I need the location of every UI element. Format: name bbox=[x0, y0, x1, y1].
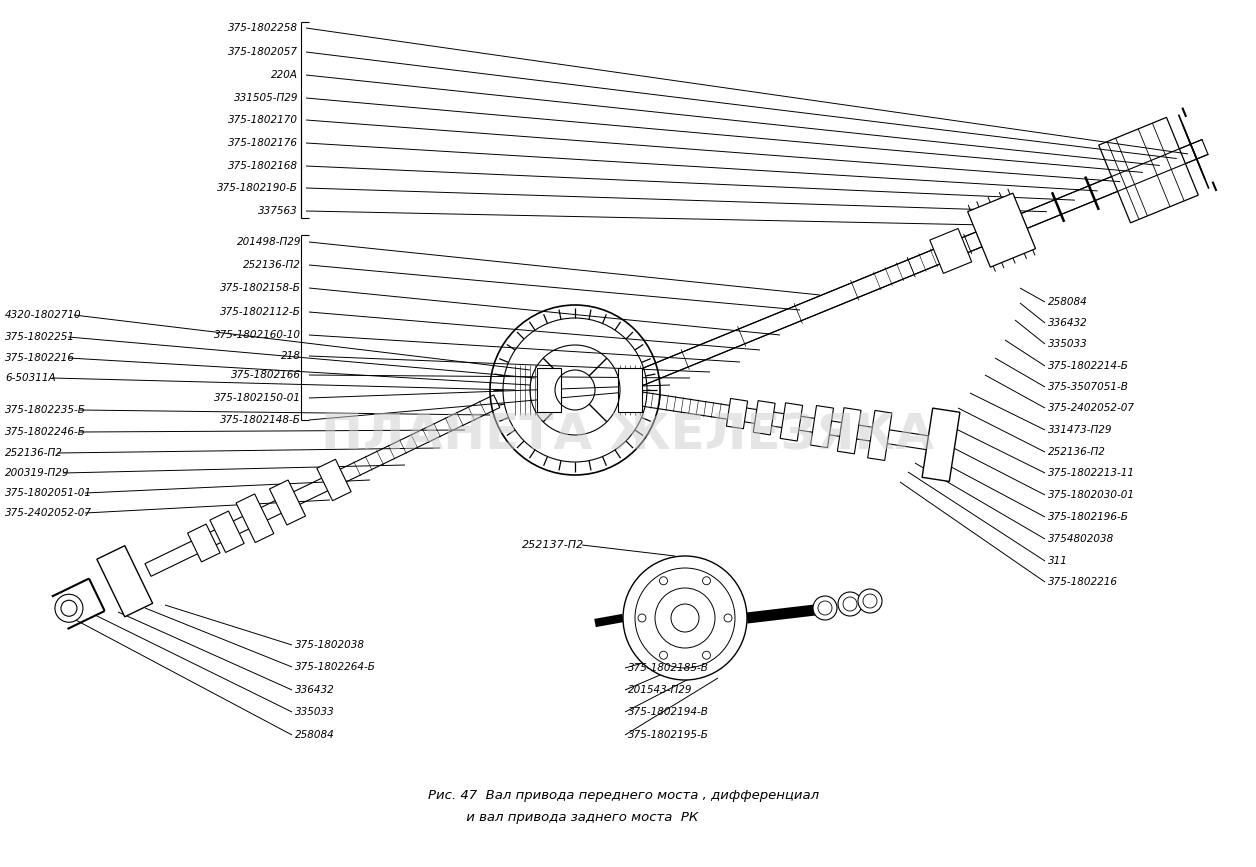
Polygon shape bbox=[754, 401, 775, 435]
Text: 218: 218 bbox=[281, 351, 301, 361]
Text: 375-1802214-Б: 375-1802214-Б bbox=[1048, 361, 1129, 371]
Text: 200319-П29: 200319-П29 bbox=[5, 468, 69, 478]
Text: 375-1802057: 375-1802057 bbox=[229, 47, 298, 57]
Text: 375-1802235-Б: 375-1802235-Б bbox=[5, 405, 85, 415]
Text: 258084: 258084 bbox=[295, 730, 335, 740]
Circle shape bbox=[659, 577, 667, 584]
Text: 375-1802112-Б: 375-1802112-Б bbox=[220, 307, 301, 317]
Text: Рис. 47  Вал привода переднего моста , дифференциал: Рис. 47 Вал привода переднего моста , ди… bbox=[428, 788, 819, 801]
Polygon shape bbox=[922, 408, 960, 481]
Bar bbox=[538, 368, 561, 412]
Polygon shape bbox=[1099, 117, 1198, 223]
Text: 375-1802150-01: 375-1802150-01 bbox=[214, 393, 301, 403]
Polygon shape bbox=[868, 410, 892, 460]
Text: 375-1802264-Б: 375-1802264-Б bbox=[295, 662, 376, 672]
Bar bbox=[618, 368, 642, 412]
Text: 375-1802030-01: 375-1802030-01 bbox=[1048, 490, 1135, 500]
Text: 375-1802166: 375-1802166 bbox=[231, 370, 301, 380]
Text: 375-1802158-Б: 375-1802158-Б bbox=[220, 283, 301, 293]
Polygon shape bbox=[270, 480, 305, 525]
Polygon shape bbox=[187, 524, 220, 562]
Circle shape bbox=[62, 600, 77, 616]
Text: 375-1802038: 375-1802038 bbox=[295, 640, 365, 650]
Text: 375-1802216: 375-1802216 bbox=[5, 353, 75, 363]
Polygon shape bbox=[641, 392, 936, 451]
Polygon shape bbox=[144, 395, 500, 577]
Text: 375-1802195-Б: 375-1802195-Б bbox=[628, 730, 708, 740]
Polygon shape bbox=[637, 140, 1208, 386]
Polygon shape bbox=[838, 407, 862, 453]
Text: 201498-П29: 201498-П29 bbox=[236, 237, 301, 247]
Text: 375-1802160-10: 375-1802160-10 bbox=[214, 330, 301, 340]
Circle shape bbox=[838, 592, 862, 616]
Text: 336432: 336432 bbox=[295, 685, 335, 695]
Polygon shape bbox=[967, 193, 1035, 267]
Polygon shape bbox=[210, 511, 244, 552]
Circle shape bbox=[702, 577, 711, 584]
Circle shape bbox=[843, 597, 857, 611]
Text: 375-1802196-Б: 375-1802196-Б bbox=[1048, 512, 1129, 522]
Polygon shape bbox=[810, 406, 834, 447]
Text: 375-1802185-В: 375-1802185-В bbox=[628, 663, 708, 673]
Text: 6-50311А: 6-50311А bbox=[5, 373, 55, 383]
Text: 252137-П2: 252137-П2 bbox=[522, 540, 584, 550]
Text: 220А: 220А bbox=[271, 70, 298, 80]
Circle shape bbox=[702, 651, 711, 659]
Text: 375-1802148-Б: 375-1802148-Б bbox=[220, 415, 301, 425]
Circle shape bbox=[659, 651, 667, 659]
Circle shape bbox=[818, 601, 831, 615]
Text: 311: 311 bbox=[1048, 556, 1068, 566]
Text: 335033: 335033 bbox=[1048, 339, 1088, 349]
Text: 375-3507051-В: 375-3507051-В bbox=[1048, 382, 1129, 392]
Text: 335033: 335033 bbox=[295, 707, 335, 717]
Text: 375-1802258: 375-1802258 bbox=[229, 23, 298, 33]
Text: 375-1802216: 375-1802216 bbox=[1048, 577, 1118, 587]
Circle shape bbox=[863, 594, 877, 608]
Circle shape bbox=[623, 556, 747, 680]
Text: 375-1802190-Б: 375-1802190-Б bbox=[217, 183, 298, 193]
Text: 252136-П2: 252136-П2 bbox=[244, 260, 301, 270]
Text: и вал привода заднего моста  РК: и вал привода заднего моста РК bbox=[428, 811, 698, 824]
Circle shape bbox=[813, 596, 836, 620]
Text: 375-2402052-07: 375-2402052-07 bbox=[5, 508, 92, 518]
Text: 375-1802168: 375-1802168 bbox=[229, 161, 298, 171]
Text: 331473-П29: 331473-П29 bbox=[1048, 425, 1113, 435]
Text: ПЛАНЕТА ЖЕЛЕЗЯКА: ПЛАНЕТА ЖЕЛЕЗЯКА bbox=[322, 411, 934, 459]
Text: 375-1802246-Б: 375-1802246-Б bbox=[5, 427, 85, 437]
Circle shape bbox=[638, 614, 646, 622]
Polygon shape bbox=[317, 460, 352, 501]
Circle shape bbox=[654, 588, 715, 648]
Text: 4320-1802710: 4320-1802710 bbox=[5, 310, 82, 320]
Circle shape bbox=[55, 594, 83, 623]
Circle shape bbox=[636, 568, 735, 668]
Polygon shape bbox=[97, 545, 153, 616]
Circle shape bbox=[723, 614, 732, 622]
Text: 375-2402052-07: 375-2402052-07 bbox=[1048, 403, 1135, 413]
Text: 252136-П2: 252136-П2 bbox=[5, 448, 63, 458]
Text: 375-1802170: 375-1802170 bbox=[229, 115, 298, 125]
Polygon shape bbox=[236, 494, 274, 543]
Polygon shape bbox=[929, 229, 972, 273]
Circle shape bbox=[858, 589, 882, 613]
Text: 331505-П29: 331505-П29 bbox=[234, 93, 298, 103]
Text: 375-1802213-11: 375-1802213-11 bbox=[1048, 468, 1135, 478]
Circle shape bbox=[671, 604, 700, 632]
Polygon shape bbox=[780, 403, 803, 441]
Text: 375-1802251: 375-1802251 bbox=[5, 332, 75, 342]
Text: 258084: 258084 bbox=[1048, 297, 1088, 307]
Text: 201543-П29: 201543-П29 bbox=[628, 685, 692, 695]
Polygon shape bbox=[726, 399, 747, 429]
Text: 3754802038: 3754802038 bbox=[1048, 534, 1114, 544]
Text: 375-1802051-01: 375-1802051-01 bbox=[5, 488, 92, 498]
Text: 336432: 336432 bbox=[1048, 318, 1088, 328]
Text: 337563: 337563 bbox=[259, 206, 298, 216]
Text: 252136-П2: 252136-П2 bbox=[1048, 447, 1105, 457]
Text: 375-1802176: 375-1802176 bbox=[229, 138, 298, 148]
Text: 375-1802194-В: 375-1802194-В bbox=[628, 707, 708, 717]
